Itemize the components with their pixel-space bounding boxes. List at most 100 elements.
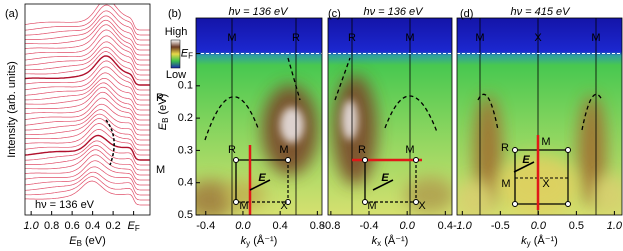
spectrum-curve [25, 29, 150, 61]
text-part: k [241, 235, 247, 247]
zone-point [362, 157, 368, 163]
y-tick-label: 0.1 [178, 80, 193, 92]
spectrum-curve [25, 176, 150, 201]
spectrum-curve [25, 97, 150, 126]
plot-area [196, 18, 322, 215]
x-tick-label: 0.0 [235, 220, 251, 232]
intensity-feature [196, 180, 235, 215]
symmetry-point-label: X [534, 32, 542, 44]
spectrum-curve [25, 41, 150, 71]
plot-frame [327, 17, 453, 216]
zone-point [285, 157, 291, 163]
plot-frame [24, 3, 151, 216]
band-guide [287, 57, 301, 101]
zone-point [233, 157, 239, 163]
spectrum-curve [25, 19, 150, 51]
polarization-arrow [249, 179, 271, 191]
spectrum-curve [25, 113, 150, 141]
zone-point [285, 199, 291, 205]
x-tick-label: 0.0 [400, 220, 416, 232]
dispersion-guide [105, 119, 115, 166]
y-tick-label: 0.3 [178, 144, 193, 156]
panel-label: (b) [168, 8, 181, 20]
spectrum-curve [25, 10, 150, 41]
band-guide [204, 96, 259, 141]
spectrum-label: R [156, 92, 164, 104]
panel-label: (d) [460, 8, 473, 20]
y-tick-label: EF [181, 47, 193, 60]
zone-point [233, 199, 239, 205]
text-part: B [77, 239, 82, 248]
polarization-arrow [513, 161, 535, 173]
y-axis-label: Intensity (arb. units) [6, 61, 18, 158]
x-axis-label: ky (Å⁻¹) [241, 234, 278, 248]
spectrum-curve [25, 154, 150, 181]
zone-label: R [228, 144, 236, 156]
plot-area [25, 4, 150, 206]
y-tick-label: 0.2 [178, 112, 193, 124]
zone-label: X [418, 200, 426, 212]
spectrum-curve [25, 60, 150, 91]
intensity-feature [474, 95, 502, 205]
x-tick-label: 0.4 [438, 220, 453, 232]
x-tick-label: 0.5 [569, 220, 584, 232]
zone-label: X [280, 200, 288, 212]
polarization-arrow [372, 179, 394, 191]
spectrum-curve [25, 129, 150, 156]
spectrum-curve [25, 140, 150, 166]
panel-title: hν = 136 eV [363, 6, 424, 18]
x-tick-label: -0.4 [196, 220, 215, 232]
intensity-feature [280, 107, 304, 143]
x-tick-label: -1.0 [453, 220, 473, 232]
x-axis-label: kx (Å⁻¹) [372, 234, 409, 248]
text-part: x [377, 239, 381, 248]
x-tick-label: 0.8 [44, 220, 59, 232]
x-axis-label: EB (eV) [69, 235, 106, 248]
x-tick-label: 1.0 [607, 220, 623, 232]
symmetry-point-label: M [405, 32, 414, 44]
zone-label: M [367, 200, 376, 212]
text-part: F [135, 224, 140, 233]
panel-title: hν = 136 eV [228, 6, 289, 18]
zone-point [362, 199, 368, 205]
plot-area [457, 18, 622, 215]
spectrum-curve [25, 166, 150, 191]
text-part: y [527, 239, 531, 248]
text-part: 1.0 [607, 220, 623, 232]
x-tick-label: 0.0 [531, 220, 547, 232]
zone-label: X [542, 178, 550, 190]
text-part: E [157, 122, 169, 130]
x-axis-label: ky (Å⁻¹) [521, 234, 558, 248]
spectrum-label: M [156, 164, 165, 176]
spectrum-curve [25, 86, 150, 116]
spectrum-curve [25, 123, 150, 151]
zone-label: M [541, 136, 550, 148]
symmetry-point-label: M [227, 32, 236, 44]
text-part: y [246, 239, 250, 248]
text-part: k [521, 235, 527, 247]
text-part: k [372, 235, 378, 247]
text-part: 1.0 [23, 220, 39, 232]
spectrum-curve [25, 24, 150, 56]
text-part: 0.0 [531, 220, 547, 232]
zone-label: M [279, 144, 288, 156]
spectrum-curve [25, 66, 150, 96]
zone-label: E [381, 172, 389, 184]
symmetry-point-label: M [475, 32, 484, 44]
spectrum-curve [25, 72, 150, 101]
text-part: (Å⁻¹) [250, 234, 277, 247]
colorbar-label: Low [166, 69, 186, 81]
spectrum-curve [25, 149, 150, 176]
x-tick-label: -0.8 [321, 220, 340, 232]
text-part: B [161, 118, 170, 123]
zone-point [565, 201, 571, 207]
zone-label: M [501, 178, 510, 190]
spectrum-curve [25, 4, 150, 31]
colorbar-label: High [165, 26, 188, 38]
colorbar [170, 39, 181, 69]
zone-label: M [405, 144, 414, 156]
spectrum-curve [25, 46, 150, 76]
plot-frame [456, 17, 623, 216]
spectrum-curve [25, 4, 150, 36]
spectrum-curve [25, 82, 150, 111]
